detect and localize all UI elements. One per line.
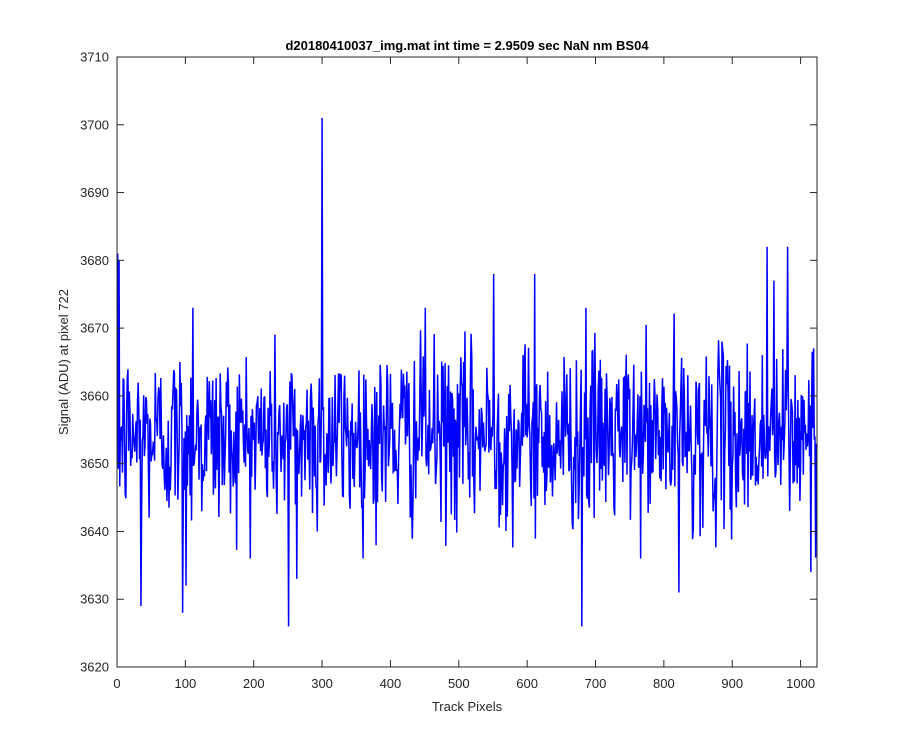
y-tick-label-8: 3700 bbox=[80, 117, 109, 132]
y-tick-label-2: 3640 bbox=[80, 524, 109, 539]
y-axis-label: Signal (ADU) at pixel 722 bbox=[56, 289, 71, 435]
x-axis-label: Track Pixels bbox=[432, 699, 503, 714]
x-tick-label-0: 0 bbox=[113, 676, 120, 691]
y-tick-label-4: 3660 bbox=[80, 388, 109, 403]
y-tick-label-1: 3630 bbox=[80, 592, 109, 607]
series-line-0 bbox=[116, 117, 818, 627]
x-tick-label-5: 500 bbox=[448, 676, 470, 691]
axes-box bbox=[116, 56, 818, 668]
y-tick-label-6: 3680 bbox=[80, 253, 109, 268]
y-tick-label-7: 3690 bbox=[80, 185, 109, 200]
y-tick-label-9: 3710 bbox=[80, 50, 109, 65]
x-tick-label-10: 1000 bbox=[786, 676, 815, 691]
x-tick-label-6: 600 bbox=[516, 676, 538, 691]
x-tick-label-7: 700 bbox=[585, 676, 607, 691]
ticks-layer: 0 100 200 300 400 500 600 700 800 900 1000 3620 3630… bbox=[80, 50, 817, 691]
x-tick-label-1: 100 bbox=[175, 676, 197, 691]
x-tick-label-4: 400 bbox=[380, 676, 402, 691]
x-tick-label-2: 200 bbox=[243, 676, 265, 691]
series-layer bbox=[116, 117, 818, 627]
y-tick-label-0: 3620 bbox=[80, 660, 109, 675]
chart-title: d20180410037_img.mat int time = 2.9509 s… bbox=[285, 38, 649, 53]
plot-area-background bbox=[117, 57, 817, 667]
x-tick-label-9: 900 bbox=[721, 676, 743, 691]
y-tick-label-3: 3650 bbox=[80, 456, 109, 471]
x-tick-label-8: 800 bbox=[653, 676, 675, 691]
x-tick-label-3: 300 bbox=[311, 676, 333, 691]
y-tick-label-5: 3670 bbox=[80, 321, 109, 336]
